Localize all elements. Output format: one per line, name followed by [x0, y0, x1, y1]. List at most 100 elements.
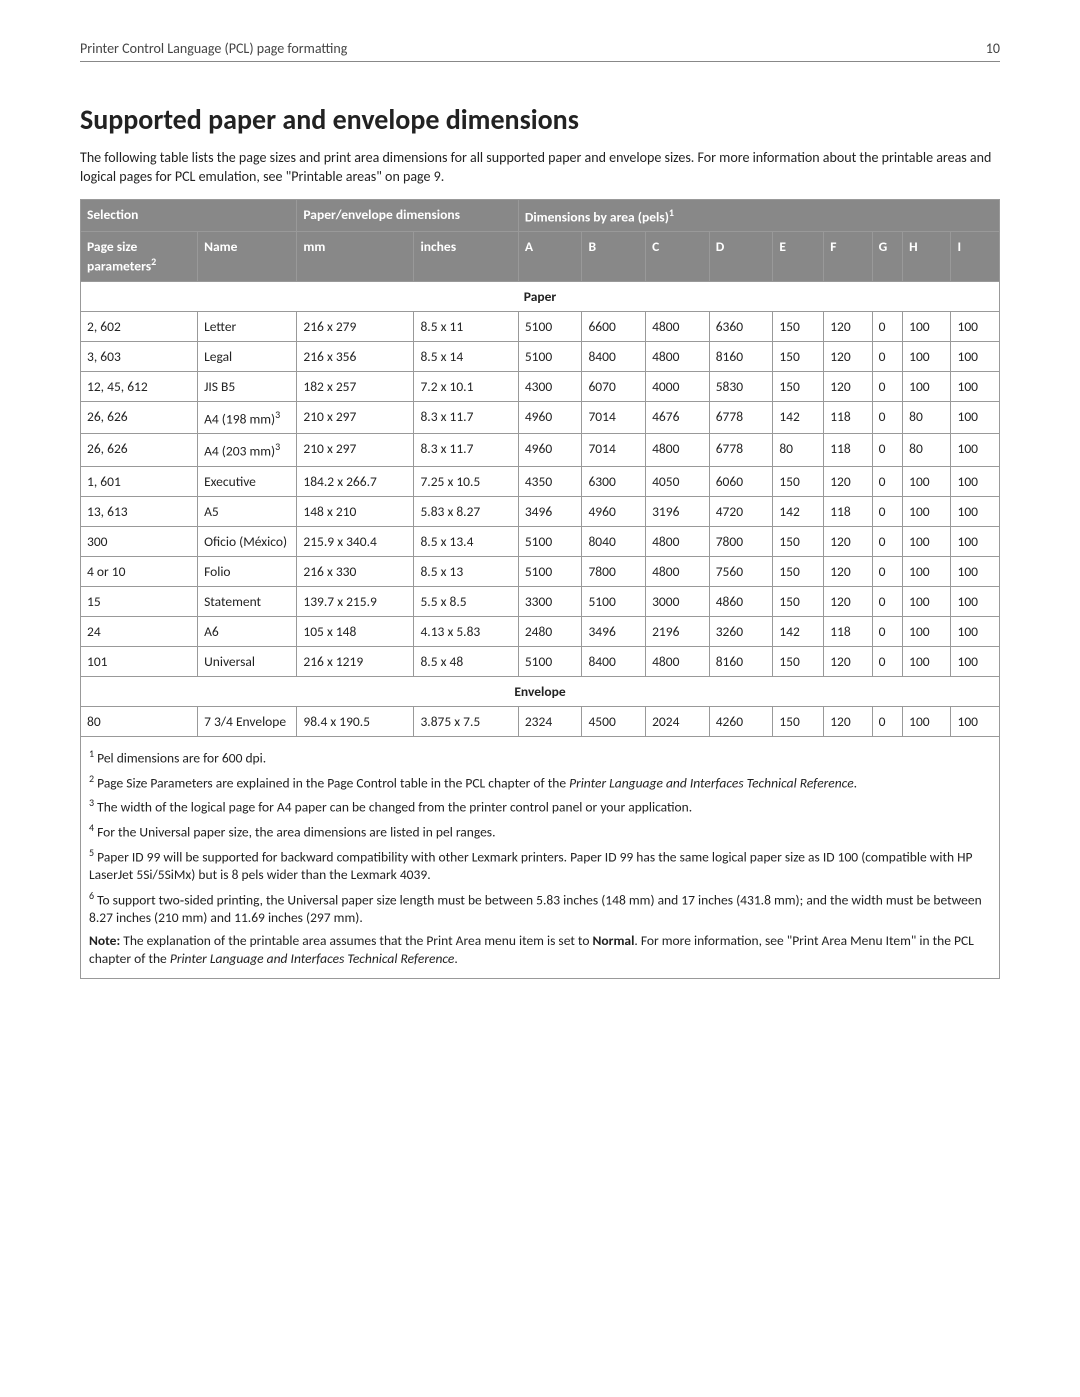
cell-mm: 210 x 297 [297, 401, 414, 434]
cell-e: 142 [773, 401, 824, 434]
cell-f: 120 [824, 706, 872, 736]
cell-f: 118 [824, 434, 872, 467]
cell-d: 6778 [709, 401, 773, 434]
cell-f: 120 [824, 466, 872, 496]
cell-e: 150 [773, 556, 824, 586]
cell-c: 4800 [646, 646, 710, 676]
cell-page-size: 80 [81, 706, 198, 736]
cell-i: 100 [951, 616, 1000, 646]
cell-b: 7014 [582, 401, 646, 434]
th-paper-env: Paper/envelope dimensions [297, 199, 518, 232]
cell-d: 4720 [709, 496, 773, 526]
cell-g: 0 [872, 586, 903, 616]
section-label: Envelope [81, 676, 1000, 706]
cell-c: 2024 [646, 706, 710, 736]
th-page-size: Page size parameters2 [81, 232, 198, 282]
cell-name: Oficio (México) [198, 526, 297, 556]
cell-a: 4960 [518, 401, 582, 434]
cell-d: 4860 [709, 586, 773, 616]
cell-mm: 139.7 x 215.9 [297, 586, 414, 616]
section-label: Paper [81, 281, 1000, 311]
cell-mm: 216 x 356 [297, 341, 414, 371]
cell-c: 4676 [646, 401, 710, 434]
cell-mm: 216 x 279 [297, 311, 414, 341]
cell-mm: 98.4 x 190.5 [297, 706, 414, 736]
cell-h: 100 [903, 311, 951, 341]
cell-inches: 5.5 x 8.5 [414, 586, 518, 616]
cell-g: 0 [872, 466, 903, 496]
cell-d: 6360 [709, 311, 773, 341]
cell-b: 6600 [582, 311, 646, 341]
cell-g: 0 [872, 646, 903, 676]
cell-g: 0 [872, 616, 903, 646]
th-dimensions: Dimensions by area (pels)1 [518, 199, 999, 232]
cell-b: 6070 [582, 371, 646, 401]
cell-g: 0 [872, 371, 903, 401]
table-row: 101Universal216 x 12198.5 x 485100840048… [81, 646, 1000, 676]
table-row: 26, 626A4 (203 mm)3210 x 2978.3 x 11.749… [81, 434, 1000, 467]
cell-mm: 182 x 257 [297, 371, 414, 401]
cell-name: A4 (198 mm)3 [198, 401, 297, 434]
cell-name: Legal [198, 341, 297, 371]
cell-page-size: 26, 626 [81, 434, 198, 467]
cell-mm: 216 x 1219 [297, 646, 414, 676]
cell-f: 120 [824, 556, 872, 586]
cell-i: 100 [951, 526, 1000, 556]
cell-a: 5100 [518, 556, 582, 586]
cell-d: 6778 [709, 434, 773, 467]
header-title: Printer Control Language (PCL) page form… [80, 40, 347, 57]
cell-name: JIS B5 [198, 371, 297, 401]
cell-c: 2196 [646, 616, 710, 646]
cell-h: 80 [903, 401, 951, 434]
cell-b: 7800 [582, 556, 646, 586]
cell-c: 4800 [646, 434, 710, 467]
cell-i: 100 [951, 586, 1000, 616]
cell-h: 100 [903, 341, 951, 371]
cell-g: 0 [872, 496, 903, 526]
cell-c: 4800 [646, 556, 710, 586]
cell-f: 118 [824, 616, 872, 646]
cell-mm: 105 x 148 [297, 616, 414, 646]
cell-h: 100 [903, 496, 951, 526]
cell-g: 0 [872, 556, 903, 586]
footnote-2: 2 Page Size Parameters are explained in … [89, 772, 991, 793]
cell-mm: 184.2 x 266.7 [297, 466, 414, 496]
cell-b: 5100 [582, 586, 646, 616]
footnote-1: 1 Pel dimensions are for 600 dpi. [89, 747, 991, 768]
cell-g: 0 [872, 401, 903, 434]
cell-inches: 8.5 x 13 [414, 556, 518, 586]
footnote-3: 3 The width of the logical page for A4 p… [89, 796, 991, 817]
cell-c: 4050 [646, 466, 710, 496]
cell-b: 7014 [582, 434, 646, 467]
cell-h: 100 [903, 526, 951, 556]
cell-i: 100 [951, 496, 1000, 526]
cell-e: 150 [773, 311, 824, 341]
cell-a: 2324 [518, 706, 582, 736]
cell-inches: 7.2 x 10.1 [414, 371, 518, 401]
cell-h: 100 [903, 371, 951, 401]
table-row: 24A6105 x 1484.13 x 5.832480349621963260… [81, 616, 1000, 646]
cell-a: 4300 [518, 371, 582, 401]
cell-mm: 216 x 330 [297, 556, 414, 586]
th-name: Name [198, 232, 297, 282]
th-e: E [773, 232, 824, 282]
cell-inches: 3.875 x 7.5 [414, 706, 518, 736]
section-row: Envelope [81, 676, 1000, 706]
cell-inches: 7.25 x 10.5 [414, 466, 518, 496]
footnote-5: 5 Paper ID 99 will be supported for back… [89, 846, 991, 885]
cell-b: 4960 [582, 496, 646, 526]
cell-inches: 5.83 x 8.27 [414, 496, 518, 526]
intro-paragraph: The following table lists the page sizes… [80, 149, 1000, 187]
cell-page-size: 4 or 10 [81, 556, 198, 586]
th-selection: Selection [81, 199, 297, 232]
cell-e: 150 [773, 341, 824, 371]
cell-a: 3300 [518, 586, 582, 616]
cell-i: 100 [951, 401, 1000, 434]
cell-page-size: 12, 45, 612 [81, 371, 198, 401]
cell-i: 100 [951, 646, 1000, 676]
cell-mm: 148 x 210 [297, 496, 414, 526]
cell-d: 8160 [709, 646, 773, 676]
table-body: Paper2, 602Letter216 x 2798.5 x 11510066… [81, 281, 1000, 736]
cell-f: 118 [824, 496, 872, 526]
th-mm: mm [297, 232, 414, 282]
